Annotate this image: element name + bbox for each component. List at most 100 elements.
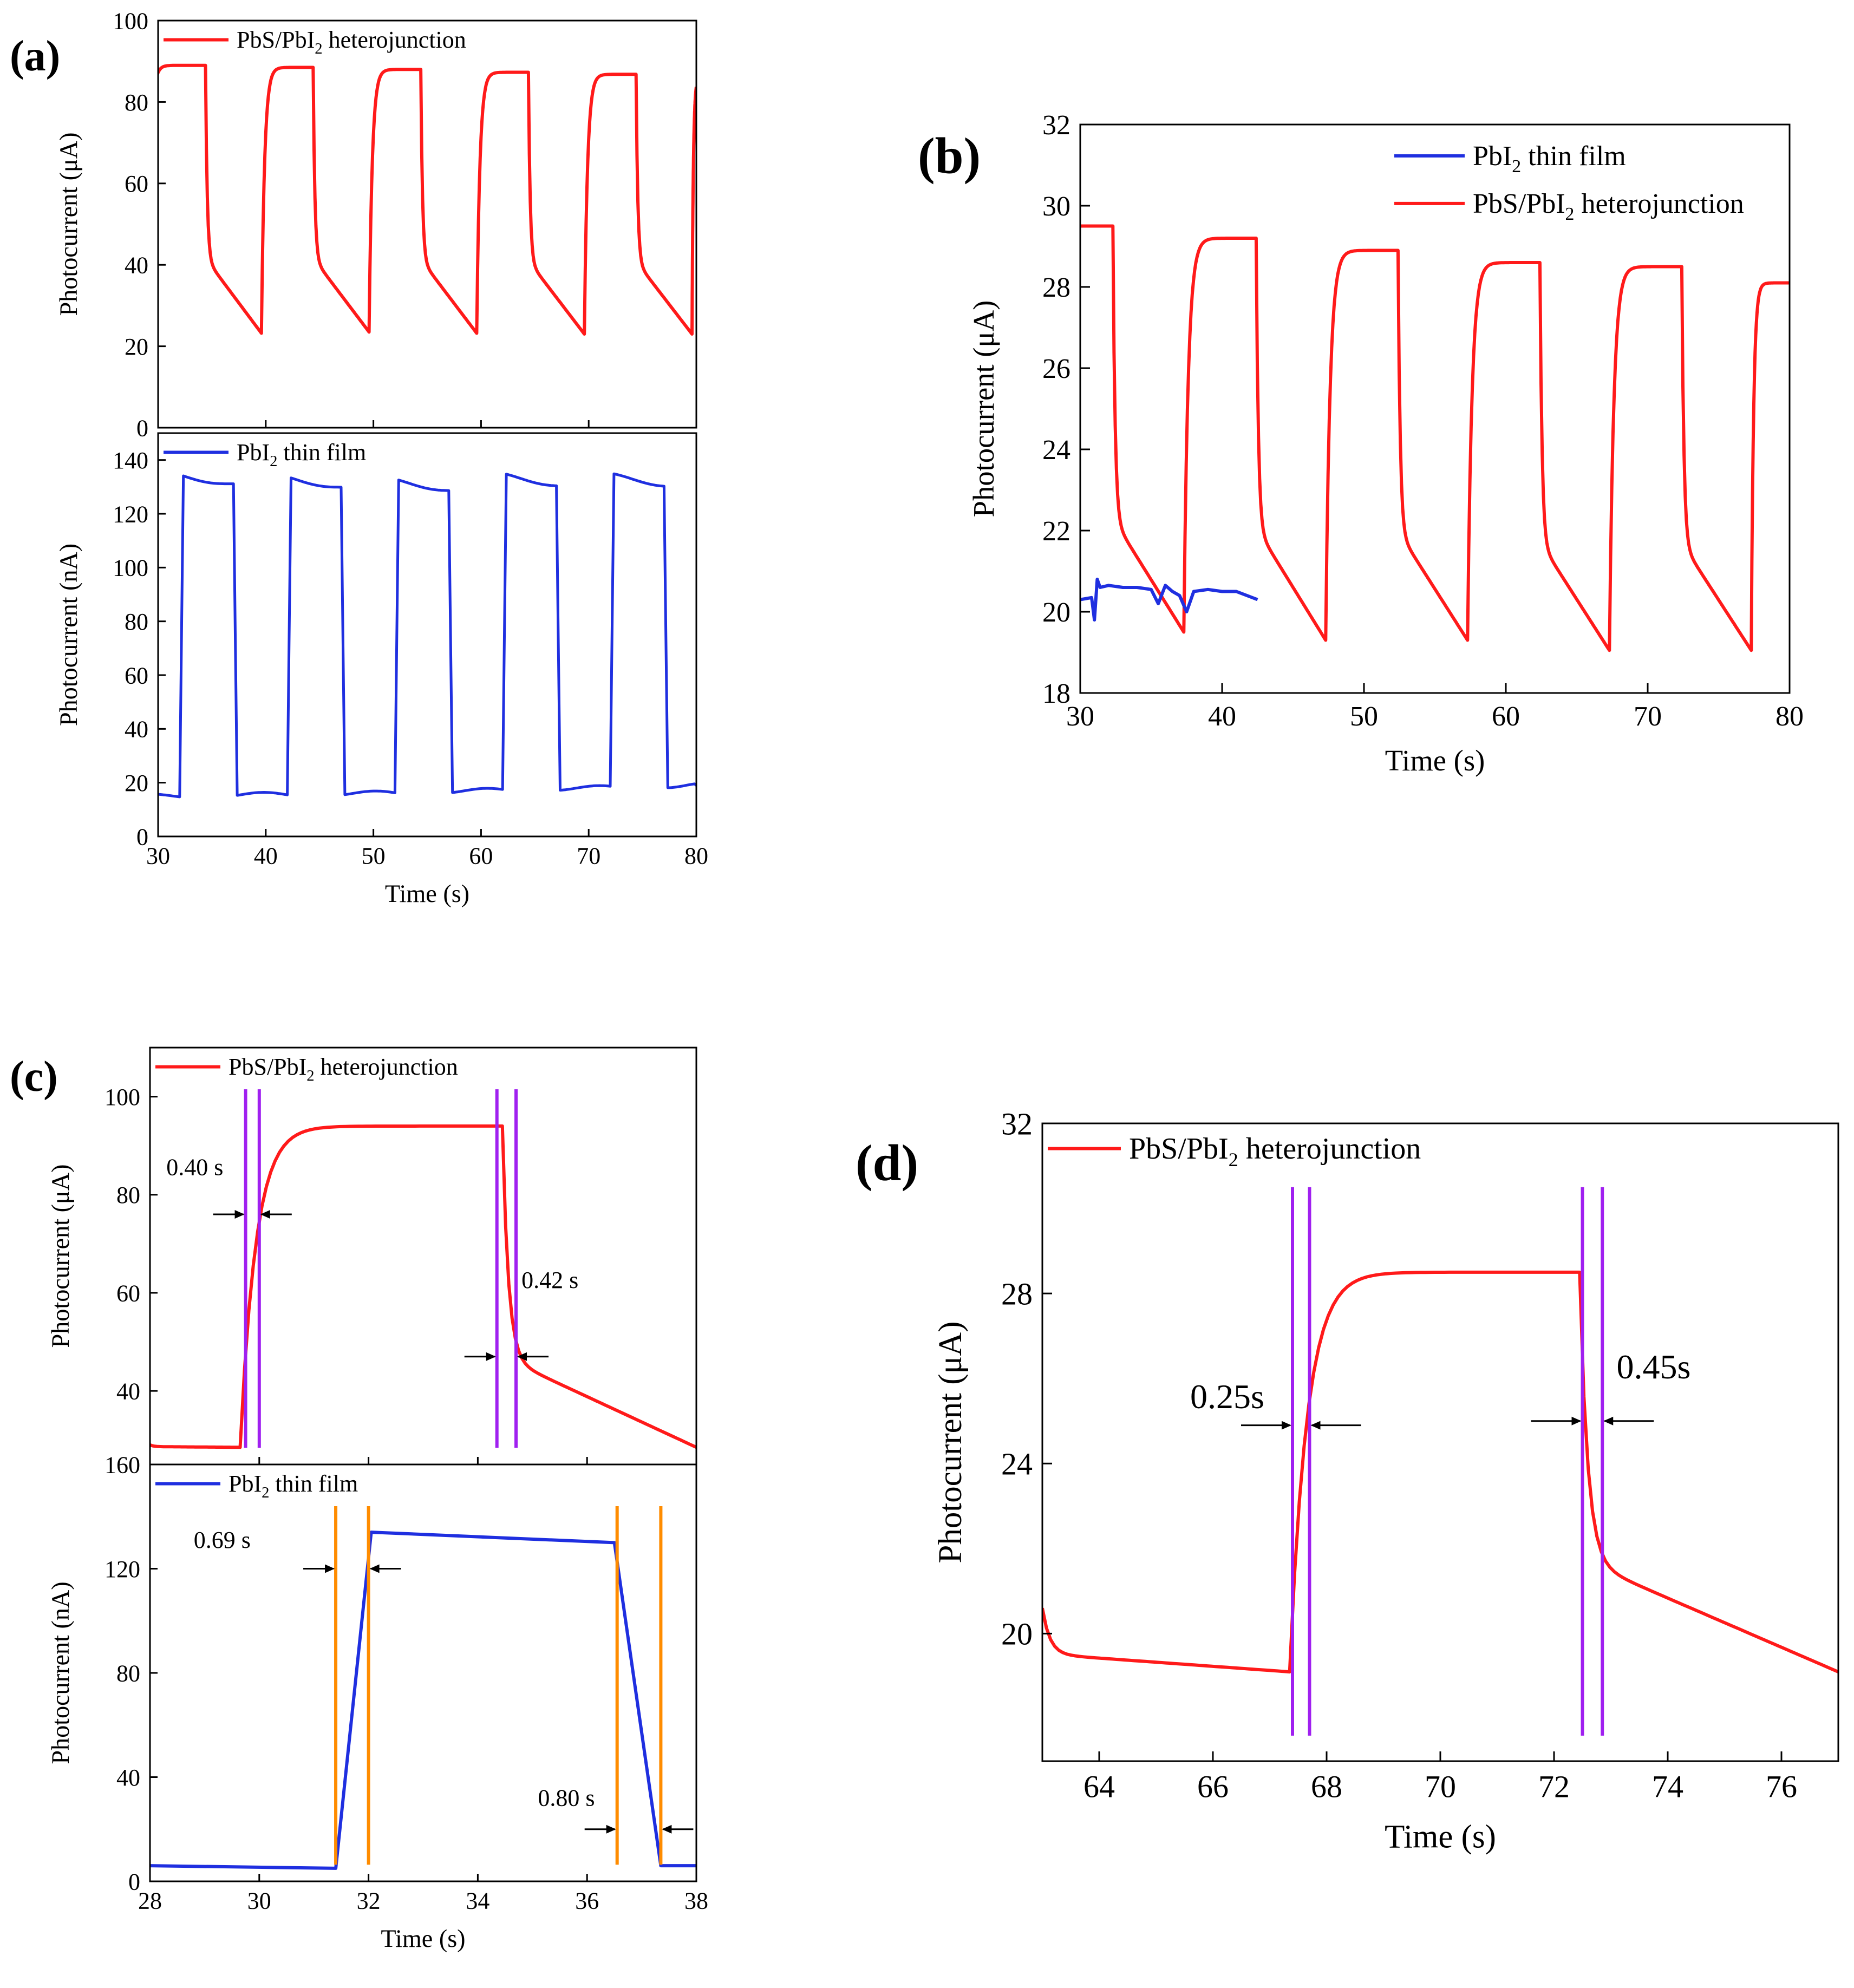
plot-frame xyxy=(149,1047,697,1466)
plot-area xyxy=(150,1124,696,1449)
x-tick-label: 34 xyxy=(466,1888,489,1914)
subplot-bottom: 30 40 50 60 70 80 0 20 40 60 80 100 120 140 Time (s) Ph… xyxy=(55,432,708,907)
x-tick-label: 74 xyxy=(1652,1769,1683,1804)
x-tick-label: 80 xyxy=(1775,701,1804,732)
y-axis-label: Photocurrent (μA) xyxy=(55,132,82,316)
y-tick-label: 80 xyxy=(125,609,148,635)
x-tick-label: 30 xyxy=(146,843,170,869)
x-tick-label: 40 xyxy=(1208,701,1236,732)
x-tick-label: 70 xyxy=(577,843,600,869)
y-tick-label: 30 xyxy=(1042,191,1070,222)
y-tick-label: 40 xyxy=(116,1378,140,1405)
legend-label: PbI2 thin film xyxy=(229,1470,358,1501)
plot-frame xyxy=(1041,1122,1839,1762)
y-tick-label: 18 xyxy=(1042,678,1070,709)
y-tick-label: 28 xyxy=(1001,1276,1033,1311)
y-tick-label: 120 xyxy=(113,501,148,527)
x-tick-label: 80 xyxy=(684,843,708,869)
y-tick-label: 120 xyxy=(105,1556,140,1582)
plot-area xyxy=(1080,224,1790,652)
x-tick-label: 32 xyxy=(357,1888,381,1914)
y-tick-label: 20 xyxy=(125,333,148,360)
plot-area xyxy=(158,472,696,799)
legend-label: PbS/PbI2 heterojunction xyxy=(1129,1132,1421,1170)
annotation-label: 0.80 s xyxy=(538,1784,595,1811)
annotation-label: 0.45s xyxy=(1617,1348,1691,1386)
plot-area xyxy=(158,63,696,336)
plot-area xyxy=(1042,1270,1838,1674)
plot-frame xyxy=(157,19,697,429)
x-tick-label: 60 xyxy=(1492,701,1520,732)
annotation-label: 0.69 s xyxy=(194,1527,251,1553)
y-tick-label: 60 xyxy=(125,171,148,197)
y-tick-label: 20 xyxy=(125,770,148,796)
y-tick-label: 100 xyxy=(105,1084,140,1110)
plot-frame xyxy=(157,432,697,838)
y-tick-label: 28 xyxy=(1042,272,1070,303)
x-tick-label: 30 xyxy=(1066,701,1094,732)
y-tick-label: 0 xyxy=(128,1868,140,1895)
plot-area xyxy=(150,1531,696,1870)
legend-label: PbI2 thin film xyxy=(1473,141,1626,176)
panel-a: (a) 0 20 40 60 80 100 Photocurrent (μA) PbS/PbI2… xyxy=(10,8,708,907)
legend-label: PbS/PbI2 heterojunction xyxy=(229,1054,458,1084)
y-tick-label: 100 xyxy=(113,555,148,581)
x-tick-label: 68 xyxy=(1311,1769,1342,1804)
series-line xyxy=(150,1531,696,1870)
arrow-head xyxy=(486,1352,496,1361)
arrow-head xyxy=(325,1564,335,1573)
x-tick-label: 36 xyxy=(575,1888,599,1914)
subplot-top: 0 20 40 60 80 100 Photocurrent (μA) PbS/PbI2 he… xyxy=(55,8,697,441)
y-tick-label: 20 xyxy=(1001,1617,1033,1652)
subplot-top: 0.40 s 0.42 s 40 60 80 100 Photocurrent (μA) Pb… xyxy=(47,1047,697,1466)
series-line xyxy=(1080,578,1258,622)
y-tick-label: 160 xyxy=(105,1451,140,1478)
y-tick-label: 60 xyxy=(125,662,148,689)
arrow-head xyxy=(1571,1416,1582,1425)
arrow-head xyxy=(662,1824,672,1834)
arrow-head xyxy=(1603,1416,1614,1425)
legend-label: PbI2 thin film xyxy=(237,439,366,470)
x-axis-label: Time (s) xyxy=(1385,744,1485,777)
annotation-label: 0.25s xyxy=(1190,1377,1264,1416)
y-tick-label: 100 xyxy=(113,8,148,34)
x-tick-label: 50 xyxy=(362,843,386,869)
y-tick-label: 80 xyxy=(116,1660,140,1686)
series-line xyxy=(1080,224,1790,652)
x-tick-label: 64 xyxy=(1083,1769,1115,1804)
arrow-head xyxy=(606,1824,616,1834)
y-tick-label: 24 xyxy=(1042,435,1070,466)
x-tick-label: 60 xyxy=(469,843,493,869)
y-tick-label: 22 xyxy=(1042,516,1070,547)
arrow-head xyxy=(1310,1421,1321,1430)
y-tick-label: 20 xyxy=(1042,597,1070,628)
x-tick-label: 70 xyxy=(1634,701,1662,732)
y-tick-label: 40 xyxy=(116,1764,140,1791)
arrow-head xyxy=(260,1210,270,1219)
y-axis-label: Photocurrent (nA) xyxy=(55,544,82,726)
y-axis-label: Photocurrent (μA) xyxy=(967,300,1000,518)
x-tick-label: 50 xyxy=(1350,701,1378,732)
panel-b: (b) 30 40 50 60 70 80 18 20 22 24 26 28 30 32 Time (s) P… xyxy=(918,110,1804,777)
arrow-head xyxy=(234,1210,245,1219)
panel-d: (d) 0.25s 0.45s 64 66 68 70 72 74 76 20 24 28 32 Time … xyxy=(856,1106,1839,1855)
subplot-bottom: 0.69 s 0.80 s 28 30 32 34 36 38 0 40 80 120 160 Time … xyxy=(47,1451,708,1952)
y-tick-label: 40 xyxy=(125,252,148,279)
panel-label: (a) xyxy=(10,32,60,80)
arrow-head xyxy=(517,1352,527,1361)
x-tick-label: 66 xyxy=(1197,1769,1229,1804)
y-tick-label: 60 xyxy=(116,1280,140,1306)
panel-label: (d) xyxy=(856,1134,918,1192)
y-tick-label: 0 xyxy=(136,823,148,850)
x-tick-label: 40 xyxy=(254,843,278,869)
y-tick-label: 26 xyxy=(1042,354,1070,384)
y-axis-label: Photocurrent (μA) xyxy=(932,1322,969,1564)
x-axis-label: Time (s) xyxy=(381,1925,465,1952)
series-line xyxy=(158,472,696,799)
panel-c: (c) 0.40 s 0.42 s 40 60 80 100 Photocurrent (μA… xyxy=(10,1047,708,1952)
y-tick-label: 40 xyxy=(125,716,148,743)
panel-label: (b) xyxy=(918,127,981,185)
series-line xyxy=(1042,1270,1838,1674)
y-tick-label: 140 xyxy=(113,447,148,474)
